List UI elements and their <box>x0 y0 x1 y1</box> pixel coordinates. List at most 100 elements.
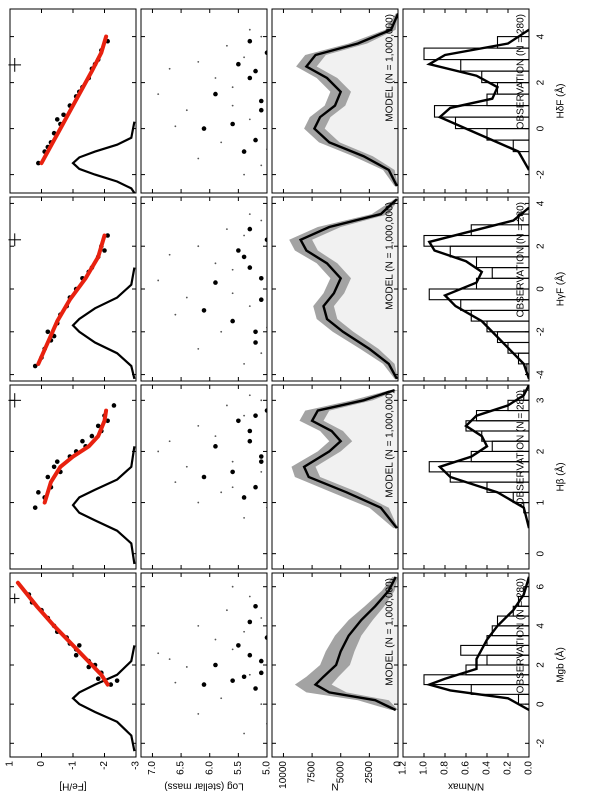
y-tick-label: 0.8 <box>440 761 451 775</box>
large-point <box>258 98 264 104</box>
y-axis-label: N/Nmax <box>448 780 484 791</box>
y-tick-label: -2 <box>99 761 110 770</box>
small-point <box>157 279 160 282</box>
model-area <box>300 199 398 379</box>
large-point <box>258 658 264 664</box>
y-tick-label: 6.0 <box>204 761 215 775</box>
y-tick-label: 5.0 <box>262 761 273 775</box>
small-point <box>214 262 217 265</box>
small-point <box>185 465 188 468</box>
small-point <box>226 609 228 612</box>
small-point <box>243 732 245 735</box>
model-line <box>298 198 398 380</box>
data-point <box>108 682 114 687</box>
small-point <box>168 253 171 256</box>
observation-curve <box>437 385 529 529</box>
y-tick-label: 1.0 <box>419 761 430 775</box>
x-tick-label: 0 <box>536 550 547 556</box>
y-axis-label: N <box>331 780 338 791</box>
large-point <box>241 149 247 154</box>
x-tick-label: 4 <box>536 33 547 39</box>
y-tick-label: 2500 <box>364 761 375 784</box>
large-point <box>230 678 235 683</box>
small-point <box>248 305 251 308</box>
panel-label: OBSERVATION (N = 280) <box>516 390 527 505</box>
large-point <box>241 674 247 680</box>
small-point <box>248 28 251 31</box>
large-point <box>264 50 267 55</box>
y-tick-label: 7500 <box>307 761 318 784</box>
small-point <box>185 296 188 299</box>
large-point <box>258 107 264 113</box>
fit-line <box>39 34 109 166</box>
small-point <box>231 268 234 271</box>
fit-line <box>15 580 110 687</box>
small-point <box>197 348 200 350</box>
small-point <box>174 481 177 484</box>
large-point <box>253 413 258 418</box>
x-tick-label: 3 <box>536 397 547 403</box>
x-tick-label: 0 <box>536 701 547 707</box>
small-point <box>214 638 217 641</box>
large-point <box>253 603 258 609</box>
x-tick-label: 2 <box>536 243 547 249</box>
large-point <box>230 318 235 324</box>
large-point <box>258 297 264 302</box>
small-point <box>231 648 234 651</box>
large-point <box>247 38 253 44</box>
x-tick-label: -2 <box>536 170 547 179</box>
histogram-bar <box>433 105 529 118</box>
observation-curve <box>427 206 529 380</box>
large-point <box>236 418 241 424</box>
x-tick-label: 2 <box>536 448 547 454</box>
small-point <box>260 703 263 706</box>
small-point <box>220 697 223 700</box>
panel-frame <box>271 384 399 570</box>
data-point <box>86 664 92 670</box>
y-tick-label: 5.5 <box>233 761 244 775</box>
large-point <box>253 686 258 691</box>
small-point <box>174 313 177 316</box>
y-tick-label: 0.2 <box>503 761 514 775</box>
x-axis-label: Mgb (Å) <box>554 647 567 683</box>
large-point <box>258 459 264 464</box>
small-point <box>220 491 223 494</box>
small-point <box>226 44 228 47</box>
y-tick-label: 0.4 <box>482 761 493 775</box>
large-point <box>236 643 241 648</box>
large-point <box>253 329 258 335</box>
small-point <box>197 501 200 504</box>
y-tick-label: 0 <box>393 761 404 767</box>
y-axis-label: [Fe/H] <box>59 780 86 791</box>
small-point <box>197 624 200 627</box>
small-point <box>226 404 228 407</box>
small-point <box>174 681 177 684</box>
large-point <box>236 248 241 253</box>
small-point <box>231 486 234 489</box>
data-point <box>54 117 60 122</box>
data-point <box>45 329 51 335</box>
small-point <box>243 234 245 237</box>
y-axis-label: Log (stellar mass) <box>164 780 243 791</box>
data-point <box>36 490 41 495</box>
panel-label: MODEL (N = 1,000,000) <box>385 202 396 310</box>
small-point <box>231 292 234 295</box>
small-point <box>260 164 263 167</box>
small-point <box>260 352 263 355</box>
small-point <box>243 173 245 176</box>
histogram-bar <box>517 213 529 226</box>
small-point <box>197 245 200 248</box>
small-point <box>197 424 200 427</box>
y-tick-label: 1.2 <box>398 761 409 775</box>
distribution-curve <box>71 446 136 565</box>
distribution-curve <box>71 121 136 193</box>
y-tick-label: -1 <box>68 761 79 770</box>
small-point <box>185 666 188 668</box>
data-point <box>77 643 82 648</box>
data-point <box>54 459 60 464</box>
panel-label: OBSERVATION (N = 280) <box>516 578 527 693</box>
large-point <box>258 670 264 676</box>
small-point <box>185 109 188 112</box>
large-point <box>201 126 207 131</box>
data-point <box>111 403 117 408</box>
